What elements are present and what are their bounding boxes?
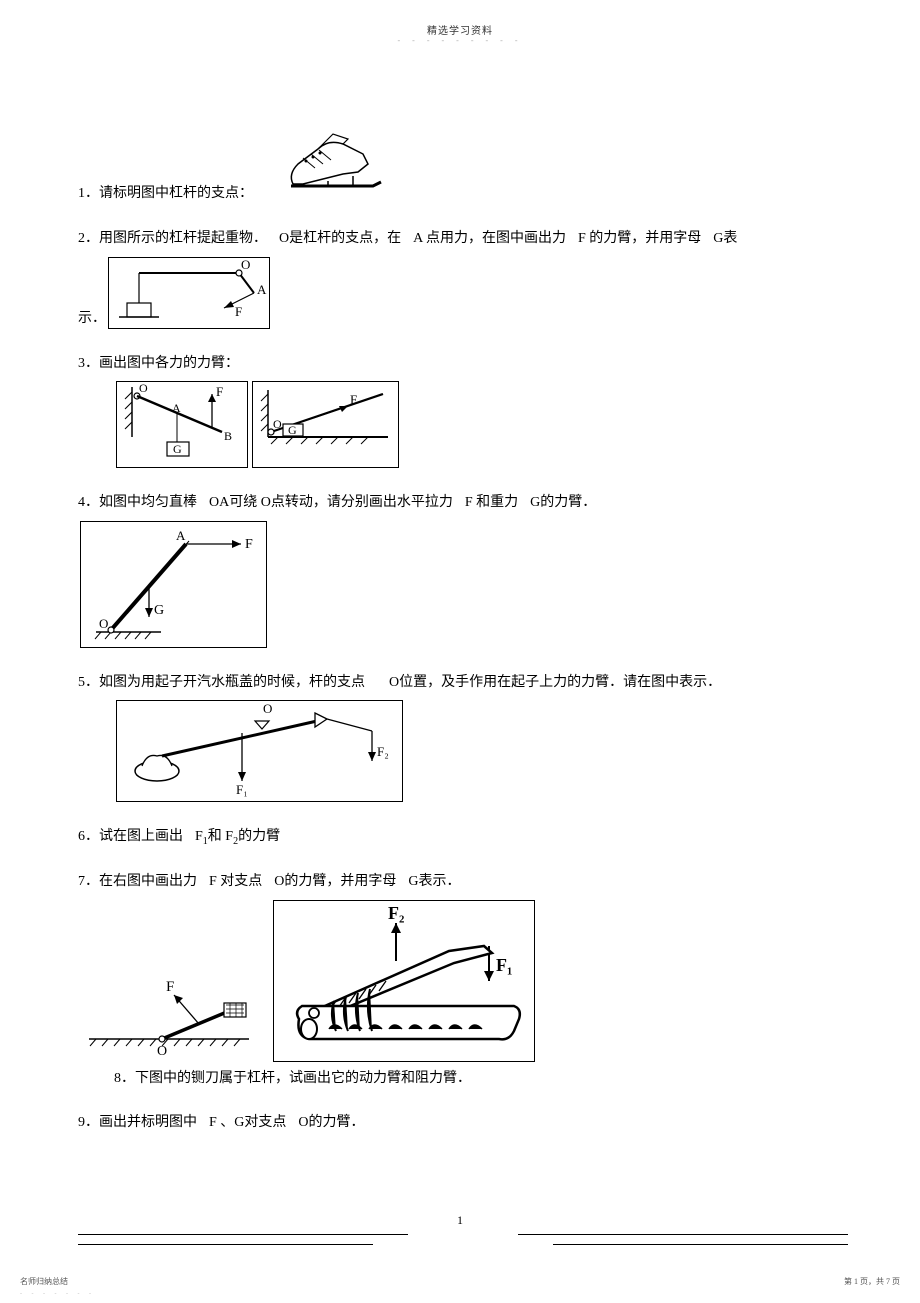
svg-text:F₂: F₂ <box>388 903 404 923</box>
q2-text-f: 示． <box>78 306 106 333</box>
svg-text:F: F <box>216 384 223 399</box>
page-number: 1 <box>457 1213 463 1228</box>
q7-text-b: F 对支点 <box>209 869 262 896</box>
q6-text-b: F <box>195 824 203 851</box>
svg-text:F: F <box>350 392 357 407</box>
svg-text:A: A <box>257 282 267 297</box>
header-title: 精选学习资料 <box>427 22 493 37</box>
svg-text:O: O <box>139 382 148 395</box>
q9-text-b: F 、G对支点 <box>209 1110 286 1137</box>
q7-text-a: 7．在右图中画出力 <box>78 869 197 896</box>
q2-text-d: F 的力臂，并用字母 <box>578 226 701 253</box>
q3-text: 3．画出图中各力的力臂： <box>78 356 239 371</box>
question-7: 7．在右图中画出力 F 对支点 O的力臂，并用字母 G表示． O <box>78 869 848 1092</box>
q7-text-c: O的力臂，并用字母 <box>274 869 396 896</box>
q2-text-a: 2．用图所示的杠杆提起重物． <box>78 226 267 253</box>
svg-text:O: O <box>263 701 272 716</box>
q7-figure-left: O F <box>84 967 259 1062</box>
q4-figure: O A F G <box>80 521 267 648</box>
q7-text-d: G表示． <box>408 869 460 896</box>
svg-text:F₁: F₁ <box>496 955 512 975</box>
q6-text-c: 和 F <box>208 824 233 851</box>
q9-text-a: 9．画出并标明图中 <box>78 1110 197 1137</box>
q4-text-d: G的力臂． <box>530 490 596 517</box>
rule-left-bottom <box>78 1244 373 1245</box>
svg-text:F₁: F₁ <box>236 782 248 797</box>
header-dots: - - - - - - - - - <box>398 36 523 45</box>
q5-text-b: O位置，及手作用在起子上力的力臂．请在图中表示． <box>389 670 721 697</box>
q5-text-a: 5．如图为用起子开汽水瓶盖的时候，杆的支点 <box>78 670 365 697</box>
q3-figure-a: O A B F G <box>116 381 248 468</box>
footer-left-dots: - - - - - - - <box>20 1291 95 1297</box>
svg-text:G: G <box>288 423 297 437</box>
q1-figure-ice-skate <box>273 124 393 204</box>
page-content: 1．请标明图中杠杆的支点： 2．用图所示的杠杆提起重物． O是杠杆的支点，在 A… <box>78 120 848 1155</box>
svg-text:F: F <box>235 304 242 319</box>
question-5: 5．如图为用起子开汽水瓶盖的时候，杆的支点 O位置，及手作用在起子上力的力臂．请… <box>78 670 848 807</box>
svg-text:O: O <box>157 1044 167 1059</box>
q1-text: 1．请标明图中杠杆的支点： <box>78 181 253 208</box>
svg-text:O: O <box>273 417 282 431</box>
question-6: 6．试在图上画出 F 1 和 F 2 的力臂 <box>78 824 848 851</box>
svg-text:A: A <box>172 401 181 415</box>
q4-text-b: OA可绕 O点转动，请分别画出水平拉力 <box>209 490 453 517</box>
question-2: 2．用图所示的杠杆提起重物． O是杠杆的支点，在 A 点用力，在图中画出力 F … <box>78 226 848 333</box>
q4-text-a: 4．如图中均匀直棒 <box>78 490 197 517</box>
rule-right-bottom <box>553 1244 848 1245</box>
q5-figure-opener: O F₁ F₂ <box>116 700 403 802</box>
footer-right: 第 1 页，共 7 页 <box>844 1276 900 1287</box>
svg-text:F: F <box>245 537 253 552</box>
q2-figure-lever: O A F <box>108 257 270 329</box>
svg-text:O: O <box>241 258 250 272</box>
q4-text-c: F 和重力 <box>465 490 518 517</box>
question-9: 9．画出并标明图中 F 、G对支点 O的力臂． <box>78 1110 848 1137</box>
q6-text-d: 的力臂 <box>238 824 280 851</box>
svg-text:A: A <box>176 528 186 543</box>
question-3: 3．画出图中各力的力臂： O A B F G <box>78 351 848 473</box>
rule-left-top <box>78 1234 408 1235</box>
svg-text:F: F <box>166 979 174 995</box>
svg-text:G: G <box>173 442 182 456</box>
q2-text-c: A 点用力，在图中画出力 <box>413 226 566 253</box>
q2-text-e: G表 <box>713 226 737 253</box>
question-1: 1．请标明图中杠杆的支点： <box>78 120 848 208</box>
q8-figure-cutter: F₂ F₁ <box>273 900 535 1062</box>
footer-left: 名师归纳总结 <box>20 1276 68 1287</box>
svg-text:B: B <box>224 429 232 443</box>
q3-figure-b: O F G <box>252 381 399 468</box>
question-4: 4．如图中均匀直棒 OA可绕 O点转动，请分别画出水平拉力 F 和重力 G的力臂… <box>78 490 848 652</box>
q9-text-c: O的力臂． <box>298 1110 364 1137</box>
svg-text:O: O <box>99 616 108 631</box>
svg-text:G: G <box>154 603 164 618</box>
rule-right-top <box>518 1234 848 1235</box>
q6-text-a: 6．试在图上画出 <box>78 824 183 851</box>
q8-text: 8．下图中的铡刀属于杠杆，试画出它的动力臂和阻力臂． <box>114 1071 471 1086</box>
svg-text:F₂: F₂ <box>377 744 389 759</box>
q2-text-b: O是杠杆的支点，在 <box>279 226 401 253</box>
